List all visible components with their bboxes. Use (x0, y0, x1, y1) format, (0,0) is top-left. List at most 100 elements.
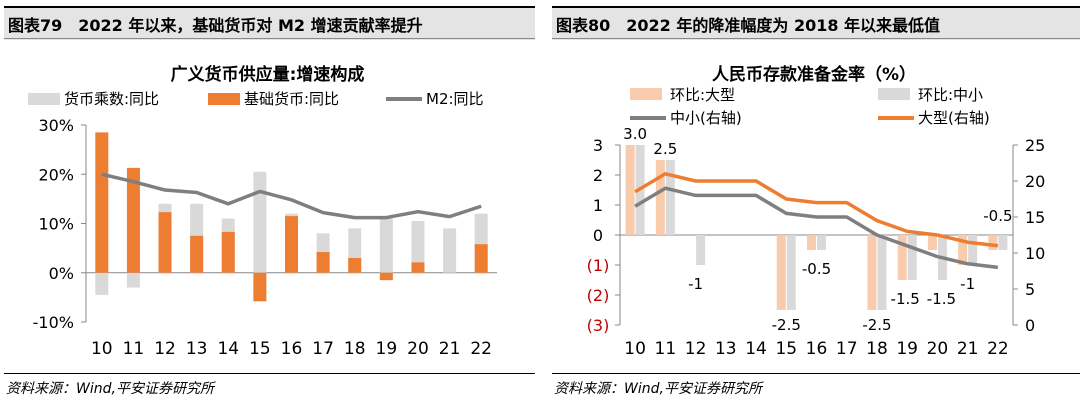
y-left-tick-label: (2) (587, 286, 610, 305)
legend-swatch (28, 93, 60, 105)
data-label: -2.5 (772, 316, 801, 334)
bar (411, 262, 425, 273)
x-tick-label: 11 (655, 339, 677, 359)
bar (95, 132, 109, 273)
bar (665, 160, 675, 235)
bar (897, 235, 907, 280)
left-figure-title: 2022 年以来，基础货币对 M2 增速贡献率提升 (78, 16, 423, 35)
x-tick-label: 14 (217, 339, 239, 359)
legend-label: 环比:中小 (918, 86, 983, 104)
bar (379, 218, 393, 273)
y-left-tick-label: 2 (593, 166, 603, 185)
y-right-tick-label: 15 (1025, 208, 1045, 227)
m2-line (101, 172, 482, 220)
data-label: -1.5 (927, 290, 956, 308)
y-left-tick-label: (1) (587, 256, 610, 275)
bar (158, 212, 172, 273)
y-tick-label: 20% (38, 165, 74, 184)
bar (190, 235, 204, 273)
data-label: -1 (960, 275, 975, 293)
right-lines (634, 172, 999, 270)
data-label: -0.5 (802, 260, 831, 278)
bar (958, 235, 968, 265)
bar (877, 235, 887, 310)
y-tick-label: -10% (33, 313, 74, 332)
y-right-tick-label: 5 (1025, 280, 1035, 299)
x-tick-label: 22 (470, 339, 492, 359)
right-footer-divider (552, 373, 1080, 374)
y-left-tick-label: 3 (593, 136, 603, 155)
bar (126, 167, 140, 273)
x-tick-label: 12 (685, 339, 707, 359)
bar (867, 235, 877, 310)
data-label: -1 (688, 275, 703, 293)
bar (411, 221, 425, 273)
left-figure-panel: 图表79 2022 年以来，基础货币对 M2 增速贡献率提升 广义货币供应量:增… (0, 0, 535, 410)
left-footer-divider (4, 373, 535, 374)
right-figure-number: 图表80 (556, 16, 611, 35)
bar (998, 235, 1008, 250)
legend-swatch (208, 93, 240, 105)
legend-label: 环比:大型 (670, 86, 735, 104)
left-figure-number: 图表79 (8, 16, 63, 35)
x-tick-label: 16 (806, 339, 828, 359)
left-source-note: 资料来源：Wind,平安证券研究所 (6, 381, 214, 397)
y-tick-label: 10% (38, 215, 74, 234)
left-legend: 货币乘数:同比 基础货币:同比 M2:同比 (28, 90, 484, 108)
left-chart-title: 广义货币供应量:增速构成 (170, 65, 365, 85)
x-tick-label: 13 (186, 339, 208, 359)
x-tick-label: 11 (123, 339, 145, 359)
data-label: -1.5 (891, 290, 920, 308)
y-right-tick-label: 25 (1025, 136, 1045, 155)
x-tick-label: 10 (624, 339, 646, 359)
bar (988, 235, 998, 250)
bar (316, 252, 330, 273)
legend-label: 中小(右轴) (670, 109, 742, 127)
x-tick-label: 14 (745, 339, 767, 359)
x-tick-label: 15 (775, 339, 797, 359)
x-tick-label: 16 (281, 339, 303, 359)
bar (817, 235, 826, 250)
legend-label: M2:同比 (426, 90, 484, 108)
x-tick-label: 15 (249, 339, 271, 359)
data-label: 3.0 (623, 125, 647, 143)
right-figure-title: 2022 年的降准幅度为 2018 年以来最低值 (626, 16, 941, 35)
y-left-tick-label: 0 (593, 226, 603, 245)
bar (253, 272, 267, 302)
bar (253, 171, 267, 273)
y-right-tick-label: 0 (1025, 316, 1035, 335)
bar (807, 235, 816, 250)
left-header-divider (4, 38, 535, 39)
left-chart: 货币乘数:同比 基础货币:同比 M2:同比 -10% 0% 10% 20% 30% 10 11 1… (28, 90, 497, 359)
bar (927, 235, 937, 250)
large-rrr-line (634, 172, 999, 248)
left-bars (95, 132, 488, 302)
x-tick-label: 12 (154, 339, 176, 359)
x-tick-label: 18 (866, 339, 888, 359)
right-bars (625, 145, 1008, 310)
y-tick-label: 30% (38, 116, 74, 135)
legend-swatch (630, 88, 662, 100)
bar (443, 228, 457, 273)
legend-label: 货币乘数:同比 (64, 90, 159, 108)
bar (348, 257, 362, 273)
right-source-note: 资料来源：Wind,平安证券研究所 (554, 381, 762, 397)
y-right-tick-label: 10 (1025, 244, 1045, 263)
bar (285, 216, 298, 273)
data-label: -0.5 (983, 207, 1012, 225)
x-tick-label: 20 (407, 339, 429, 359)
y-tick-label: 0% (49, 264, 74, 283)
bar (379, 272, 393, 281)
right-data-labels: 3.02.5-1-2.5-0.5-2.5-1.5 -1.5-1-0.5 (623, 125, 1012, 334)
left-figure-header: 图表79 2022 年以来，基础货币对 M2 增速贡献率提升 (4, 6, 535, 40)
right-chart-title: 人民币存款准备金率（%） (711, 65, 917, 85)
bar (655, 160, 665, 235)
left-line (101, 172, 482, 220)
y-left-tick-label: (3) (587, 316, 610, 335)
bar (696, 235, 706, 265)
small-rrr-line (634, 186, 999, 270)
bar (786, 235, 796, 310)
